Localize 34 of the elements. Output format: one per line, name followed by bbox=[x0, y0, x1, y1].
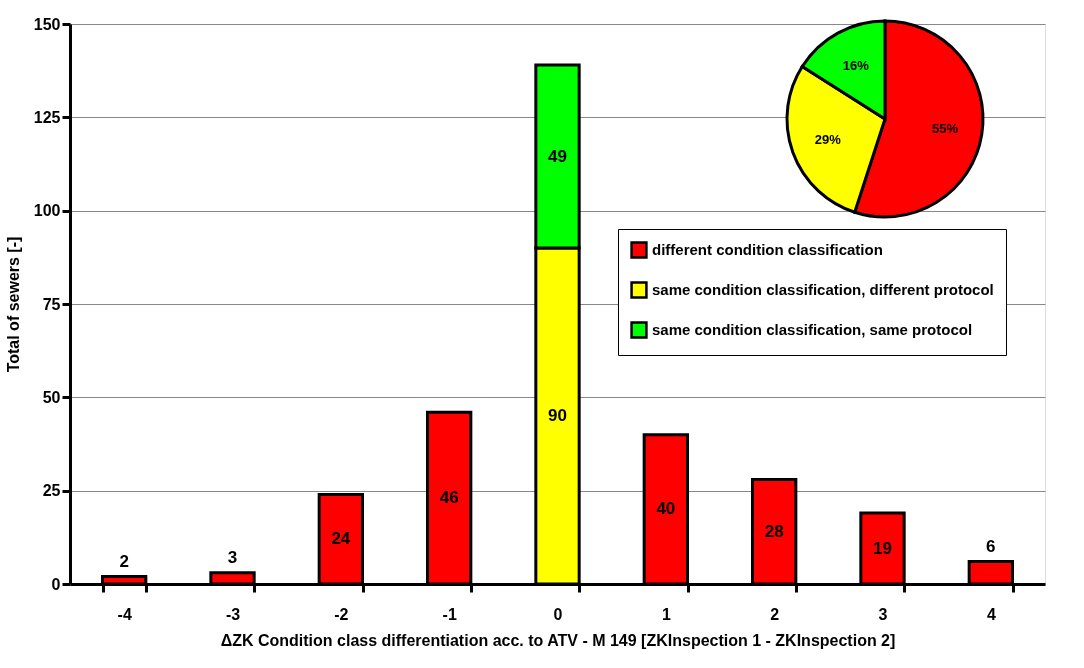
x-tick-label: -2 bbox=[334, 605, 349, 623]
x-tick-label: -1 bbox=[442, 605, 457, 623]
data-label: 49 bbox=[548, 146, 567, 166]
data-label: 28 bbox=[764, 521, 784, 541]
x-tick-label: 2 bbox=[770, 605, 780, 623]
y-tick-label: 25 bbox=[42, 482, 61, 500]
y-tick-label: 75 bbox=[42, 295, 61, 313]
x-tick-label: 1 bbox=[661, 605, 671, 623]
data-label: 2 bbox=[119, 551, 129, 571]
x-tick-label: 4 bbox=[986, 605, 996, 623]
data-label: 6 bbox=[986, 536, 996, 556]
legend-label: same condition classification, same protocol bbox=[652, 321, 973, 338]
data-label: 3 bbox=[227, 547, 238, 567]
x-tick-label: 0 bbox=[553, 605, 563, 623]
x-tick-label: 3 bbox=[878, 605, 888, 623]
data-label: 19 bbox=[873, 538, 892, 558]
y-tick-label: 100 bbox=[33, 202, 61, 220]
data-label: 46 bbox=[439, 488, 459, 508]
data-label: 29% bbox=[814, 131, 842, 147]
data-label: 24 bbox=[331, 529, 351, 549]
y-tick-label: 0 bbox=[51, 575, 61, 593]
x-tick-label: -3 bbox=[225, 605, 241, 623]
legend-label: same condition classification, different protocol bbox=[652, 281, 994, 298]
y-tick-label: 125 bbox=[33, 108, 61, 126]
y-tick-label: 150 bbox=[33, 15, 61, 33]
x-tick-label: -4 bbox=[117, 605, 132, 623]
data-label: 16% bbox=[842, 57, 870, 73]
data-label: 90 bbox=[548, 406, 567, 425]
x-axis-title: ΔZK Condition class differentiation acc. to ATV - M 149 [ZKInspection 1 - ZKInspection 2] bbox=[220, 631, 896, 649]
data-label: 55% bbox=[932, 120, 959, 136]
y-tick-label: 50 bbox=[42, 388, 61, 406]
legend-label: different condition classification bbox=[652, 241, 883, 258]
y-axis-title: Total of sewers [-] bbox=[4, 236, 22, 373]
data-label: 40 bbox=[656, 499, 676, 519]
